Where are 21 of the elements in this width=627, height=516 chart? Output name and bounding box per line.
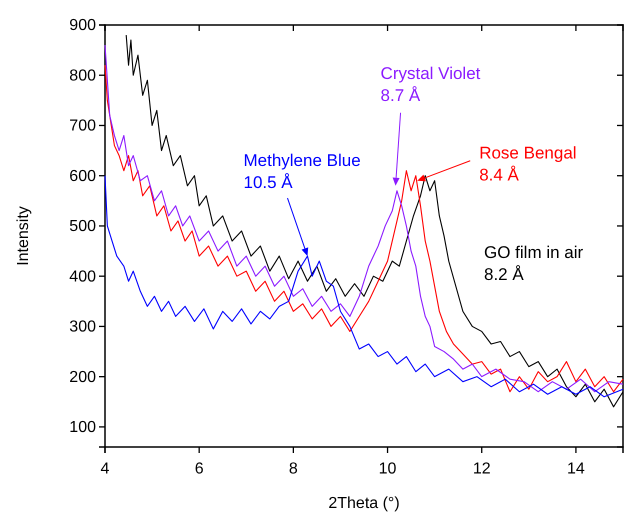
y-tick-label: 300 [69,318,96,336]
x-axis-title: 2Theta (°) [328,495,400,512]
annotation: Methylene Blue 10.5 Å [243,151,361,192]
y-tick-label: 200 [69,368,96,386]
y-tick-label: 800 [69,67,96,84]
annotation: Rose Bengal 8.4 Å [479,144,577,185]
annotation: GO film in air 8.2 Å [484,243,584,284]
y-axis-title: Intensity [15,206,32,266]
y-tick-label: 900 [69,17,96,34]
x-tick-label: 6 [194,460,204,478]
x-tick-label: 12 [472,460,491,478]
x-tick-label: 14 [567,460,585,478]
x-tick-label: 10 [378,460,397,478]
x-tick-label: 8 [288,460,298,478]
x-tick-label: 4 [100,460,110,478]
y-tick-label: 500 [69,218,96,236]
y-tick-label: 400 [69,268,96,286]
y-tick-label: 600 [69,168,96,185]
y-tick-label: 100 [69,419,96,436]
annotation: Crystal Violet 8.7 Å [380,64,481,105]
y-tick-label: 700 [69,118,96,135]
